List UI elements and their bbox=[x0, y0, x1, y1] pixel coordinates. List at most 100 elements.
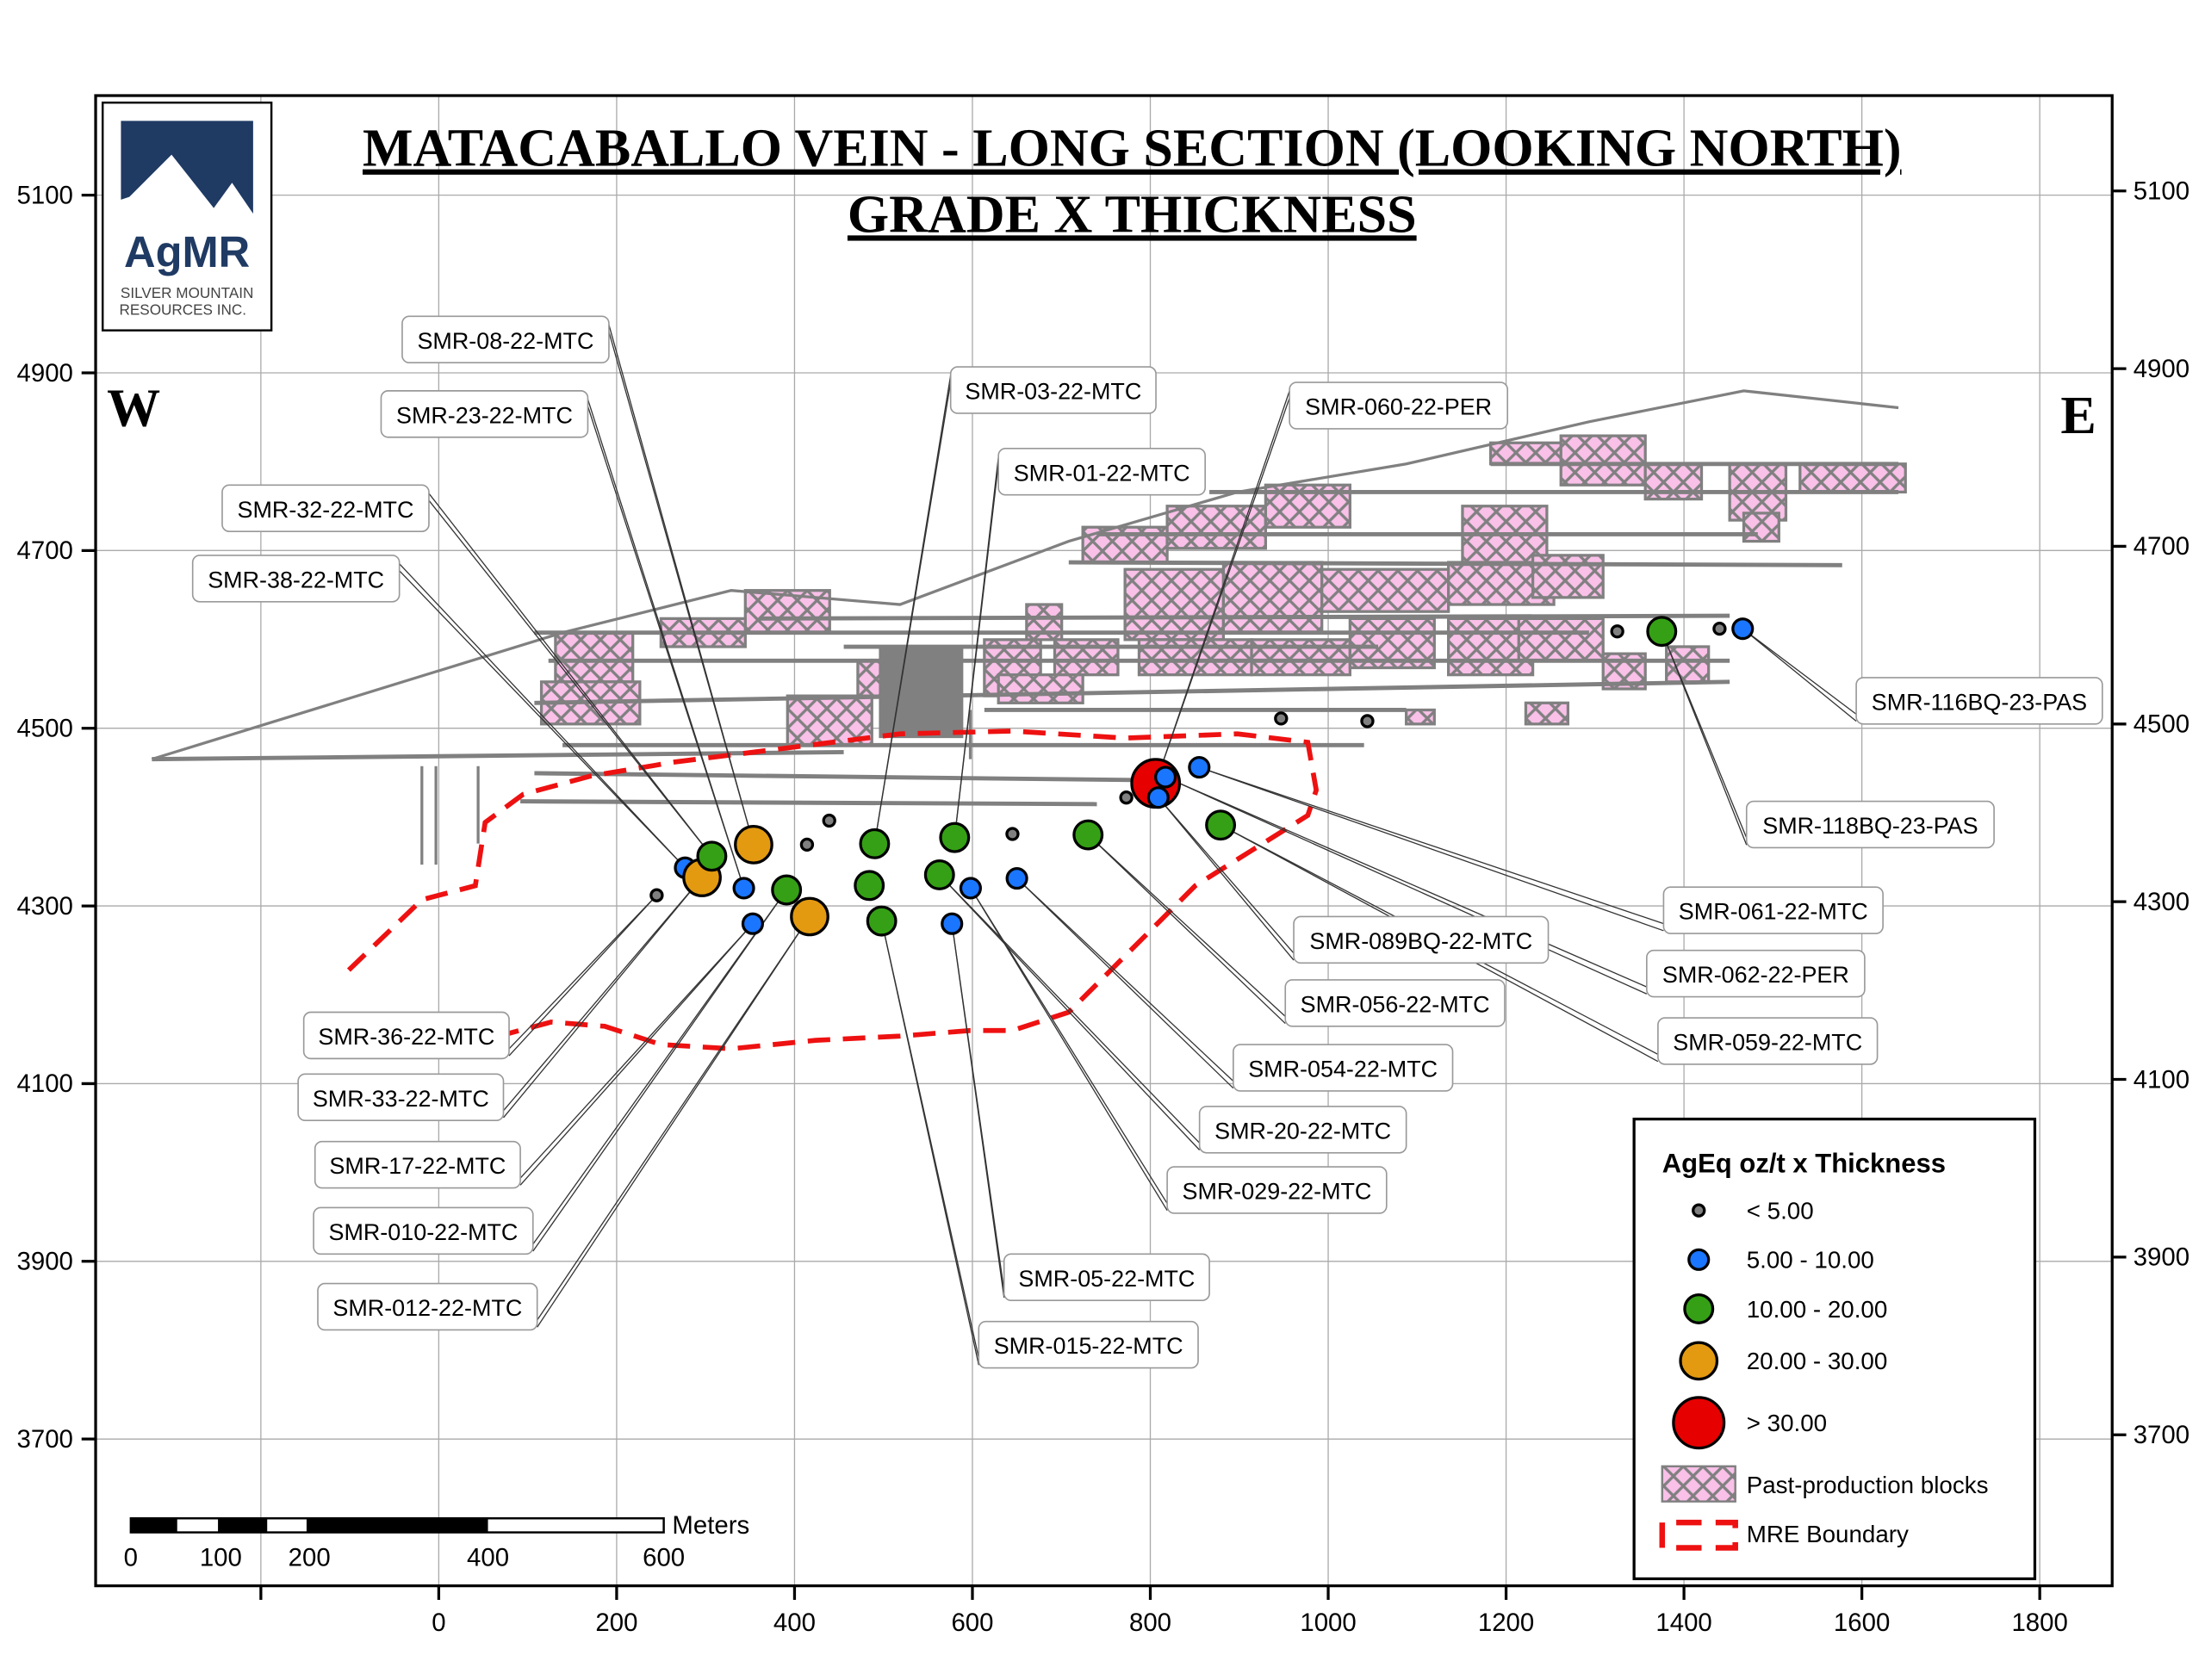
past-production-block bbox=[1742, 511, 1780, 543]
leader-line bbox=[537, 916, 811, 1328]
label-text: SMR-060-22-PER bbox=[1305, 394, 1492, 420]
label-text: SMR-089BQ-22-MTC bbox=[1309, 928, 1532, 954]
past-production-block bbox=[1221, 561, 1324, 635]
x-tick-label: 1200 bbox=[1478, 1609, 1534, 1637]
drill-hole-point bbox=[1119, 790, 1134, 805]
leader-line bbox=[1016, 877, 1234, 1089]
drill-hole-point bbox=[734, 825, 773, 865]
y-tick-label-left: 4300 bbox=[17, 892, 73, 921]
label-box bbox=[297, 1073, 505, 1122]
drill-hole-point bbox=[741, 912, 764, 935]
legend-boundary-swatch bbox=[1659, 1519, 1738, 1551]
hole-label: SMR-20-22-MTC bbox=[1198, 1106, 1407, 1154]
drill-hole-point bbox=[1646, 616, 1678, 648]
y-tick-label-right: 3900 bbox=[2134, 1243, 2189, 1272]
drill-hole-point bbox=[1610, 624, 1624, 639]
drill-hole-point bbox=[1360, 714, 1375, 728]
label-box bbox=[1646, 949, 1866, 998]
leader-line bbox=[428, 493, 712, 857]
past-production-block bbox=[1165, 505, 1268, 550]
drill-hole-point bbox=[1205, 809, 1237, 841]
x-tick-label: 1600 bbox=[1834, 1609, 1890, 1637]
level-drift bbox=[152, 750, 844, 762]
leader-line bbox=[939, 874, 1201, 1144]
label-text: SMR-33-22-MTC bbox=[313, 1086, 489, 1112]
drill-hole-point bbox=[1005, 867, 1028, 890]
legend-symbol bbox=[1692, 1203, 1706, 1218]
hole-label: SMR-23-22-MTC bbox=[380, 390, 589, 438]
leader-line bbox=[428, 499, 712, 857]
drill-hole-point bbox=[822, 813, 836, 828]
label-text: SMR-32-22-MTC bbox=[237, 497, 413, 523]
leader-line bbox=[537, 916, 811, 1321]
hole-label: SMR-116BQ-23-PAS bbox=[1855, 677, 2103, 725]
legend-symbol bbox=[1687, 1248, 1711, 1271]
drill-hole-point bbox=[799, 837, 815, 852]
drill-hole-point bbox=[866, 905, 898, 937]
label-box bbox=[221, 484, 430, 532]
leader-line bbox=[1087, 834, 1286, 1017]
past-production-block bbox=[1320, 567, 1450, 613]
mountain-icon bbox=[121, 121, 253, 214]
leader-line bbox=[399, 563, 686, 869]
drill-hole-point bbox=[1072, 819, 1104, 851]
legend-blocks-label: Past-production blocks bbox=[1747, 1472, 1989, 1498]
legend-blocks-swatch bbox=[1661, 1465, 1736, 1503]
label-text: SMR-056-22-MTC bbox=[1301, 991, 1490, 1017]
hole-label: SMR-118BQ-23-PAS bbox=[1745, 800, 1995, 849]
legend-symbol bbox=[1679, 1341, 1719, 1381]
label-box bbox=[997, 447, 1206, 496]
hole-label: SMR-054-22-MTC bbox=[1233, 1044, 1454, 1092]
label-box bbox=[314, 1140, 521, 1189]
label-text: SMR-029-22-MTC bbox=[1182, 1179, 1371, 1205]
y-tick-label-left: 3900 bbox=[17, 1248, 73, 1276]
legend: AgEq oz/t x Thickness < 5.00 5.00 - 10.00… bbox=[1632, 1117, 2037, 1581]
leader-line bbox=[1158, 797, 1295, 961]
scale-tick: 0 bbox=[124, 1544, 138, 1572]
label-box bbox=[1003, 1253, 1210, 1302]
mre-boundary bbox=[346, 728, 1320, 1051]
label-text: SMR-05-22-MTC bbox=[1018, 1266, 1195, 1292]
legend-label: > 30.00 bbox=[1747, 1410, 1827, 1436]
leader-line bbox=[608, 332, 755, 846]
mine-workings bbox=[151, 389, 1907, 865]
drill-hole-point bbox=[1712, 621, 1727, 636]
leader-line bbox=[519, 923, 754, 1179]
leader-line bbox=[1158, 797, 1295, 954]
agmr-logo: AgMR SILVER MOUNTAIN RESOURCES INC. bbox=[101, 101, 273, 332]
x-tick-label: 200 bbox=[595, 1609, 637, 1637]
leader-line bbox=[1199, 766, 1664, 932]
y-tick-label-left: 5100 bbox=[17, 181, 73, 209]
hole-label: SMR-32-22-MTC bbox=[221, 484, 430, 532]
leader-line bbox=[1742, 628, 1857, 722]
hole-label: SMR-012-22-MTC bbox=[317, 1282, 538, 1331]
scale-tick: 600 bbox=[643, 1544, 685, 1572]
legend-label: 10.00 - 20.00 bbox=[1747, 1296, 1888, 1323]
leader-line bbox=[953, 463, 999, 838]
logo-brand: AgMR bbox=[124, 227, 250, 276]
workings-mass bbox=[879, 647, 964, 739]
x-tick-label: 600 bbox=[951, 1609, 993, 1637]
map-frame bbox=[94, 94, 2114, 1588]
leader-line bbox=[1742, 628, 1857, 715]
label-text: SMR-03-22-MTC bbox=[965, 379, 1141, 405]
y-tick-label-right: 4700 bbox=[2134, 532, 2189, 561]
title-line-2: GRADE X THICKNESS bbox=[848, 185, 1417, 244]
y-tick-label-left: 4900 bbox=[17, 359, 73, 387]
label-box bbox=[191, 555, 401, 603]
y-tick-label-right: 3700 bbox=[2134, 1421, 2189, 1449]
leader-line bbox=[1016, 877, 1234, 1082]
legend-title: AgEq oz/t x Thickness bbox=[1662, 1149, 1946, 1179]
drill-hole-point bbox=[771, 874, 803, 906]
leader-lines bbox=[399, 324, 1857, 1366]
drill-hole-point bbox=[1731, 617, 1755, 641]
past-production-block bbox=[1559, 434, 1647, 487]
leader-line bbox=[519, 923, 754, 1186]
level-drift bbox=[534, 771, 1153, 783]
leader-line bbox=[502, 877, 703, 1119]
y-tick-label-left: 4700 bbox=[17, 536, 73, 565]
leader-line bbox=[587, 406, 745, 889]
x-tick-label: 0 bbox=[432, 1609, 445, 1637]
label-box bbox=[380, 390, 589, 438]
y-tick-label-right: 4100 bbox=[2134, 1065, 2189, 1094]
